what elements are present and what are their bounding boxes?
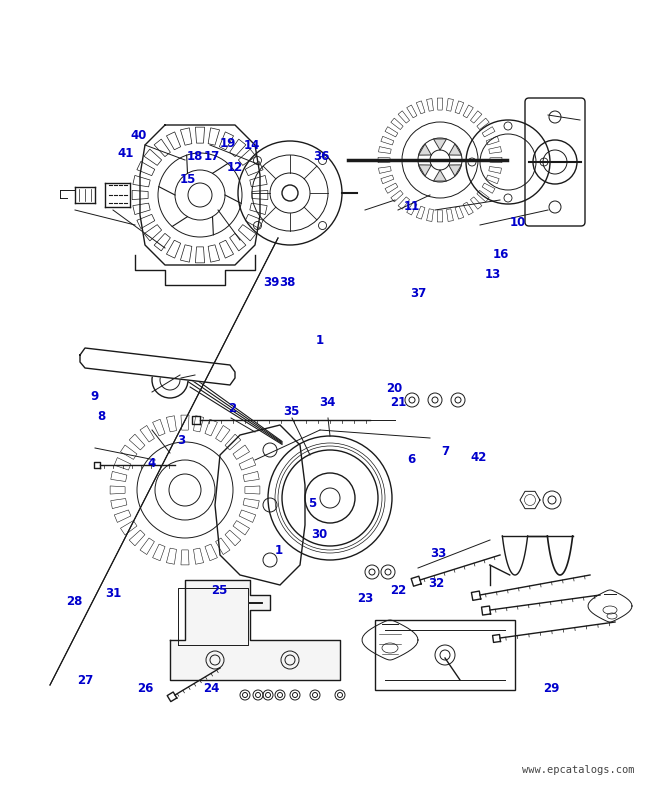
Text: 36: 36 (313, 150, 329, 163)
Text: 35: 35 (284, 406, 300, 418)
Text: 26: 26 (137, 682, 153, 694)
Text: 24: 24 (204, 682, 220, 694)
Text: 11: 11 (404, 200, 420, 213)
Text: 1: 1 (316, 335, 324, 347)
Text: 19: 19 (220, 137, 236, 150)
Text: 9: 9 (91, 390, 99, 402)
Text: 5: 5 (308, 497, 316, 510)
Text: 30: 30 (312, 529, 328, 541)
Text: 25: 25 (212, 584, 228, 596)
Text: 40: 40 (131, 129, 147, 142)
Text: 10: 10 (510, 216, 526, 229)
Text: 41: 41 (117, 148, 133, 160)
Text: 8: 8 (97, 410, 105, 423)
Text: 15: 15 (180, 174, 196, 186)
Text: 14: 14 (244, 140, 260, 152)
Bar (375, 620, 515, 690)
Text: 28: 28 (67, 595, 83, 608)
Text: 6: 6 (408, 453, 416, 466)
Polygon shape (80, 348, 235, 385)
Text: 33: 33 (430, 548, 446, 560)
Text: 38: 38 (280, 276, 296, 289)
Polygon shape (449, 165, 462, 176)
Polygon shape (434, 139, 446, 150)
Text: 7: 7 (441, 445, 449, 458)
Text: 21: 21 (390, 396, 406, 409)
Text: 29: 29 (543, 682, 559, 694)
Polygon shape (418, 144, 432, 155)
Text: 3: 3 (177, 434, 185, 447)
Text: 31: 31 (105, 587, 121, 600)
Text: 12: 12 (226, 161, 242, 174)
Polygon shape (418, 165, 432, 176)
Text: 34: 34 (320, 396, 336, 409)
Polygon shape (449, 144, 462, 155)
Text: 23: 23 (357, 592, 373, 604)
Text: 22: 22 (390, 584, 406, 596)
Text: 13: 13 (485, 268, 501, 281)
Text: 1: 1 (274, 544, 282, 557)
Text: 16: 16 (493, 248, 509, 260)
Text: 39: 39 (264, 276, 280, 289)
Text: 37: 37 (410, 287, 426, 300)
Polygon shape (434, 170, 446, 181)
Text: 27: 27 (77, 674, 93, 686)
Text: 2: 2 (228, 402, 236, 415)
Text: 32: 32 (428, 578, 444, 590)
Polygon shape (170, 580, 340, 680)
Text: 20: 20 (386, 382, 402, 394)
Text: www.epcatalogs.com: www.epcatalogs.com (523, 765, 635, 775)
Text: 17: 17 (204, 150, 220, 163)
Text: 18: 18 (186, 150, 202, 163)
Text: 42: 42 (470, 451, 486, 464)
Text: 4: 4 (148, 458, 156, 470)
